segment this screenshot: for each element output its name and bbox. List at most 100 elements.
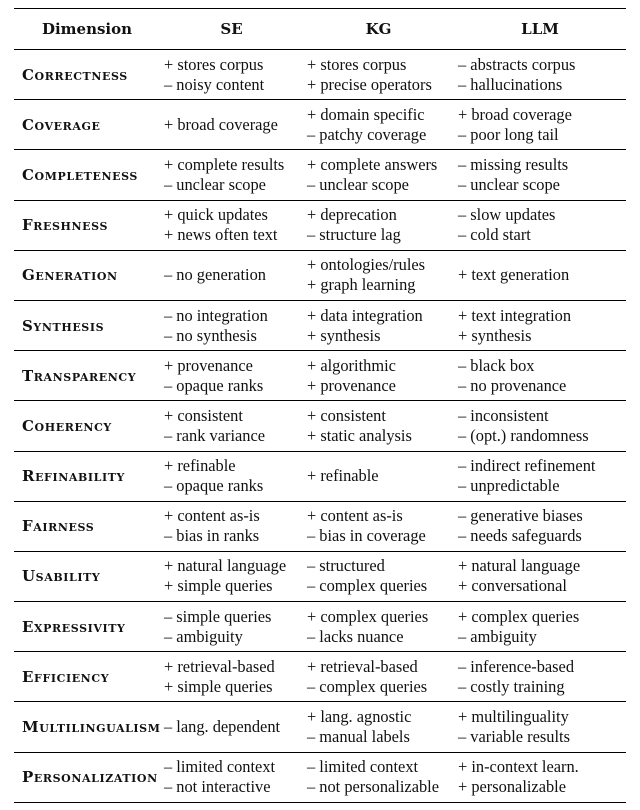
llm-cell-line: – hallucinations bbox=[458, 74, 563, 94]
kg-cell-line: + algorithmic bbox=[307, 355, 396, 375]
llm-cell: + multilinguality – variable results bbox=[454, 701, 626, 753]
llm-cell-line: – unpredictable bbox=[458, 476, 560, 496]
se-cell: + provenance – opaque ranks bbox=[160, 350, 303, 401]
llm-cell: + text generation bbox=[454, 249, 626, 301]
se-cell: + refinable – opaque ranks bbox=[160, 450, 303, 502]
se-cell-line: – rank variance bbox=[164, 425, 266, 445]
llm-cell-line: – (opt.) randomness bbox=[458, 425, 589, 445]
kg-cell: + content as-is – bias in coverage bbox=[303, 500, 454, 552]
kg-cell-line: + complex queries bbox=[307, 606, 429, 626]
llm-cell-line: – slow updates bbox=[458, 205, 556, 225]
llm-cell-line: – variable results bbox=[458, 727, 570, 747]
kg-cell-line: + complete answers bbox=[307, 154, 438, 174]
se-cell-line: – simple queries bbox=[164, 606, 272, 626]
se-cell-line: + simple queries bbox=[164, 676, 273, 696]
llm-cell: – missing results – unclear scope bbox=[454, 149, 626, 201]
kg-cell: + stores corpus + precise operators bbox=[303, 50, 454, 100]
kg-cell-line: + static analysis bbox=[307, 425, 412, 445]
se-cell: + retrieval-based + simple queries bbox=[160, 651, 303, 702]
kg-cell-line: + refinable bbox=[307, 466, 379, 486]
header-row: Dimension SE KG LLM bbox=[14, 8, 626, 50]
dimension-label: Personalization bbox=[14, 751, 160, 803]
llm-cell-line: – poor long tail bbox=[458, 124, 559, 144]
llm-cell-line: – abstracts corpus bbox=[458, 54, 576, 74]
comparison-table: Dimension SE KG LLM Correctness + stores … bbox=[14, 8, 626, 803]
llm-cell-line: + personalizable bbox=[458, 777, 566, 797]
kg-cell-line: + lang. agnostic bbox=[307, 707, 412, 727]
kg-cell-line: + synthesis bbox=[307, 325, 381, 345]
kg-cell-line: + content as-is bbox=[307, 506, 403, 526]
kg-cell: + refinable bbox=[303, 450, 454, 502]
comparison-table-container: Dimension SE KG LLM Correctness + stores … bbox=[14, 8, 626, 803]
kg-cell-line: – patchy coverage bbox=[307, 124, 427, 144]
se-cell-line: + provenance bbox=[164, 355, 253, 375]
se-cell-line: – opaque ranks bbox=[164, 476, 264, 496]
se-cell-line: – ambiguity bbox=[164, 626, 243, 646]
llm-cell-line: – indirect refinement bbox=[458, 456, 596, 476]
kg-cell-line: + precise operators bbox=[307, 74, 432, 94]
dimension-label: Correctness bbox=[22, 65, 128, 84]
llm-cell: + in-context learn. + personalizable bbox=[454, 751, 626, 803]
se-cell-line: – noisy content bbox=[164, 74, 265, 94]
kg-cell-line: + stores corpus bbox=[307, 54, 407, 74]
table-row: Transparency + provenance – opaque ranks + … bbox=[14, 350, 626, 401]
dimension-label: Coherency bbox=[14, 400, 160, 451]
se-cell: + broad coverage bbox=[160, 99, 303, 150]
kg-cell-line: + consistent bbox=[307, 405, 386, 425]
se-cell-line: + news often text bbox=[164, 225, 278, 245]
table-row: Multilingualism – lang. dependent + lang. … bbox=[14, 701, 626, 753]
llm-cell: + complex queries – ambiguity bbox=[454, 601, 626, 652]
llm-cell-line: + text integration bbox=[458, 305, 572, 325]
table-row: Usability + natural language + simple quer… bbox=[14, 550, 626, 602]
se-cell: – no generation bbox=[160, 249, 303, 301]
se-cell-line: + simple queries bbox=[164, 576, 273, 596]
kg-cell-line: – bias in coverage bbox=[307, 526, 426, 546]
header-dimension: Dimension bbox=[14, 8, 160, 50]
dimension-label: Transparency bbox=[14, 350, 160, 401]
llm-cell: – inconsistent – (opt.) randomness bbox=[454, 400, 626, 451]
kg-cell: + complex queries – lacks nuance bbox=[303, 601, 454, 652]
kg-cell-line: + data integration bbox=[307, 305, 423, 325]
llm-cell-line: + in-context learn. bbox=[458, 757, 579, 777]
kg-cell-line: – not personalizable bbox=[307, 777, 439, 797]
llm-cell-line: + synthesis bbox=[458, 325, 532, 345]
llm-cell-line: + conversational bbox=[458, 576, 567, 596]
se-cell-line: – unclear scope bbox=[164, 174, 266, 194]
table-row: Coverage + broad coverage + domain specifi… bbox=[14, 99, 626, 150]
kg-cell-line: + ontologies/rules bbox=[307, 255, 426, 275]
se-cell: – limited context – not interactive bbox=[160, 751, 303, 803]
se-cell-line: + refinable bbox=[164, 456, 236, 476]
kg-cell: – structured – complex queries bbox=[303, 550, 454, 602]
kg-cell-line: – structured bbox=[307, 556, 385, 576]
table-row: Efficiency + retrieval-based + simple quer… bbox=[14, 651, 626, 702]
kg-cell: + deprecation – structure lag bbox=[303, 199, 454, 251]
kg-cell-line: – unclear scope bbox=[307, 174, 409, 194]
kg-cell-line: + retrieval-based bbox=[307, 656, 418, 676]
dimension-label: Completeness bbox=[14, 149, 160, 201]
dimension-label: Fairness bbox=[14, 500, 160, 552]
se-cell-line: + broad coverage bbox=[164, 114, 278, 134]
dimension-label: Expressivity bbox=[14, 601, 160, 652]
kg-cell-line: – complex queries bbox=[307, 576, 428, 596]
dimension-label: Synthesis bbox=[14, 299, 160, 351]
llm-cell-line: – inference-based bbox=[458, 656, 575, 676]
table-row: Coherency + consistent – rank variance + co… bbox=[14, 400, 626, 451]
table-row: Personalization – limited context – not in… bbox=[14, 751, 626, 803]
se-cell-line: – no integration bbox=[164, 305, 268, 325]
llm-cell: – slow updates – cold start bbox=[454, 199, 626, 251]
se-cell: + stores corpus – noisy content bbox=[160, 50, 303, 100]
llm-cell-line: – cold start bbox=[458, 225, 531, 245]
dimension-label: Usability bbox=[14, 550, 160, 602]
kg-cell-line: – structure lag bbox=[307, 225, 401, 245]
dimension-label: Generation bbox=[14, 249, 160, 301]
table-row: Fairness + content as-is – bias in ranks + … bbox=[14, 500, 626, 552]
header-kg: KG bbox=[303, 8, 454, 50]
table-row: Expressivity – simple queries – ambiguity +… bbox=[14, 601, 626, 652]
kg-cell: + retrieval-based – complex queries bbox=[303, 651, 454, 702]
kg-cell-line: – limited context bbox=[307, 757, 419, 777]
dimension-label: Coverage bbox=[14, 99, 160, 150]
llm-cell: + broad coverage – poor long tail bbox=[454, 99, 626, 150]
kg-cell-line: – complex queries bbox=[307, 676, 428, 696]
llm-cell-line: – missing results bbox=[458, 154, 569, 174]
llm-cell-line: – needs safeguards bbox=[458, 526, 582, 546]
